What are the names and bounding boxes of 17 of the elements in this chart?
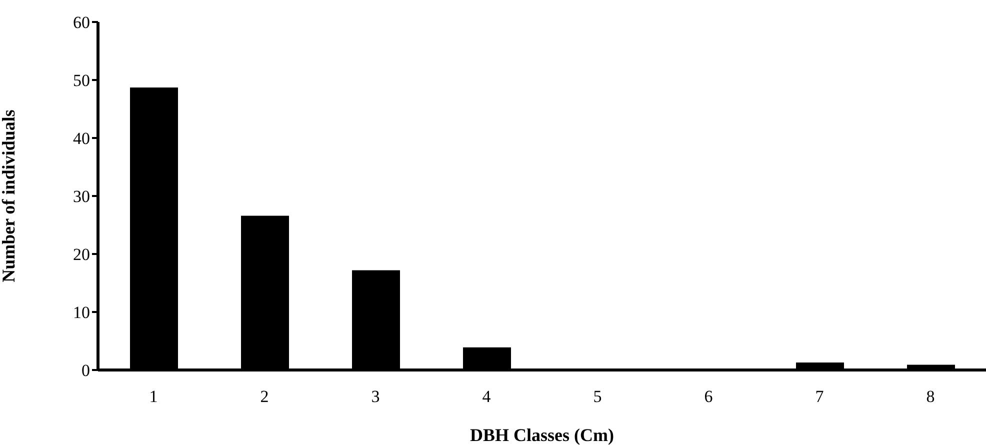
x-tick-label: 7: [815, 387, 824, 406]
y-tick-label: 60: [73, 13, 90, 32]
x-tick-label: 8: [926, 387, 935, 406]
x-tick-label: 6: [704, 387, 713, 406]
y-tick-label: 0: [82, 361, 90, 380]
x-tick-label: 1: [149, 387, 158, 406]
y-tick-label: 40: [73, 129, 90, 148]
x-tick-label: 4: [482, 387, 492, 406]
y-tick-label: 30: [73, 187, 90, 206]
y-axis-title: Number of individuals: [0, 110, 18, 282]
x-tick-label: 5: [593, 387, 602, 406]
x-tick-label: 2: [260, 387, 269, 406]
y-tick-label: 50: [73, 71, 90, 90]
y-tick-label: 20: [73, 245, 90, 264]
x-axis-title: DBH Classes (Cm): [470, 425, 614, 445]
y-tick-label: 10: [73, 303, 90, 322]
x-tick-label: 3: [371, 387, 380, 406]
